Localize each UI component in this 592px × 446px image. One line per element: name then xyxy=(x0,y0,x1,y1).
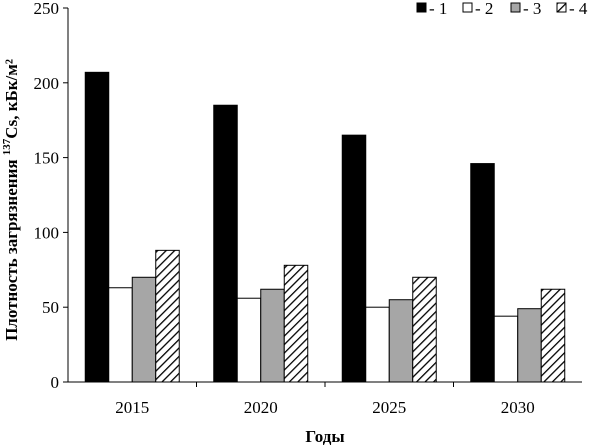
y-tick-label: 200 xyxy=(34,74,60,93)
bar-series-3 xyxy=(131,276,157,383)
y-axis-title-unit: Cs, кБк/м² xyxy=(2,59,21,139)
bar-series-4 xyxy=(283,264,309,383)
bar-series-2 xyxy=(365,306,390,383)
y-tick-label: 150 xyxy=(34,149,60,168)
x-tick-label: 2020 xyxy=(244,398,278,417)
y-axis-title: Плотность загрязнения 137Cs, кБк/м² xyxy=(1,59,21,341)
y-tick-label: 0 xyxy=(51,373,60,392)
x-axis-title: Годы xyxy=(305,427,344,446)
bar-series-3 xyxy=(260,288,285,383)
x-tick-label: 2025 xyxy=(372,398,406,417)
y-axis-tick-labels: 0 50 100 150 200 250 xyxy=(34,0,68,392)
x-axis-tick-labels: 2015 2020 2025 2030 xyxy=(115,382,535,417)
y-axis-title-superscript: 137 xyxy=(1,138,13,155)
bar-series-1 xyxy=(213,104,238,383)
x-tick-label: 2015 xyxy=(115,398,149,417)
bar-series-2 xyxy=(236,297,262,383)
bar-series-4 xyxy=(412,276,437,383)
bar-series-4 xyxy=(155,249,180,383)
legend-label: - 4 xyxy=(569,0,588,18)
legend-swatch xyxy=(556,2,567,13)
bar-series-3 xyxy=(388,299,414,383)
bar-series-2 xyxy=(493,315,519,383)
legend-label: - 1 xyxy=(429,0,447,18)
legend-swatch xyxy=(462,2,473,13)
legend-swatch xyxy=(510,2,521,13)
bar-series-4 xyxy=(540,288,566,383)
legend-swatch xyxy=(416,2,427,13)
y-tick-label: 100 xyxy=(34,223,60,242)
legend-label: - 2 xyxy=(475,0,493,18)
x-tick-label: 2030 xyxy=(501,398,535,417)
legend: - 1 - 2 - 3 - 4 xyxy=(416,0,588,18)
bar-series-2 xyxy=(108,287,133,383)
y-tick-label: 250 xyxy=(34,0,60,18)
bar-series-3 xyxy=(517,308,542,383)
bars xyxy=(84,71,566,383)
bar-series-1 xyxy=(470,163,495,383)
bar-series-1 xyxy=(341,134,367,383)
legend-label: - 3 xyxy=(523,0,541,18)
y-axis-title-main: Плотность загрязнения xyxy=(2,155,21,341)
bar-series-1 xyxy=(84,71,110,383)
y-tick-label: 50 xyxy=(42,298,59,317)
